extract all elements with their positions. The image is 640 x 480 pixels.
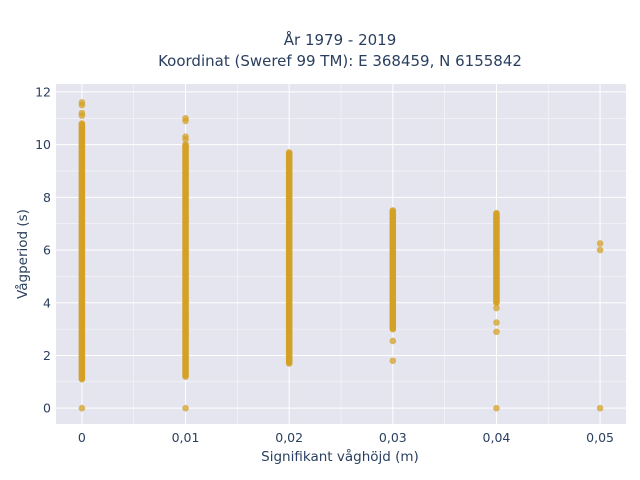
tick-labels: 0 0,01 0,02 0,03 0,04 0,05 0 2 4 6 8 10 12 — [35, 84, 614, 445]
data-point — [78, 99, 86, 106]
x-axis-title: Signifikant våghöjd (m) — [261, 448, 419, 465]
x-tick-label: 0,02 — [275, 430, 303, 445]
data-point — [182, 114, 189, 122]
data-point — [493, 319, 500, 326]
data-point — [596, 404, 604, 412]
x-tick-label: 0,03 — [379, 430, 407, 445]
data-point — [78, 120, 86, 127]
data-point — [285, 149, 293, 156]
data-point — [493, 328, 500, 336]
data-point — [493, 304, 500, 312]
data-point — [182, 404, 189, 412]
y-tick-label: 6 — [43, 243, 51, 258]
x-tick-label: 0,04 — [483, 430, 511, 445]
y-tick-label: 10 — [35, 137, 51, 152]
data-point — [78, 109, 86, 117]
data-points — [78, 99, 604, 412]
data-point — [389, 207, 397, 214]
y-tick-label: 4 — [43, 295, 51, 310]
y-tick-label: 8 — [43, 190, 51, 205]
chart-title-line1: År 1979 - 2019 — [284, 30, 397, 49]
data-point — [493, 404, 500, 412]
y-axis-title: Vågperiod (s) — [14, 209, 31, 299]
data-point — [182, 141, 189, 148]
x-tick-label: 0,01 — [172, 430, 200, 445]
y-tick-label: 0 — [43, 401, 51, 416]
y-tick-label: 2 — [43, 348, 51, 363]
x-tick-label: 0 — [78, 430, 86, 445]
data-point — [182, 133, 189, 141]
data-point — [389, 337, 397, 345]
chart-title-line2: Koordinat (Sweref 99 TM): E 368459, N 61… — [158, 52, 522, 70]
data-point — [389, 357, 397, 365]
y-tick-label: 12 — [35, 84, 51, 99]
x-tick-label: 0,05 — [586, 430, 614, 445]
data-point — [493, 209, 500, 217]
data-point — [596, 246, 604, 254]
data-point — [78, 404, 86, 412]
data-point — [596, 240, 604, 247]
